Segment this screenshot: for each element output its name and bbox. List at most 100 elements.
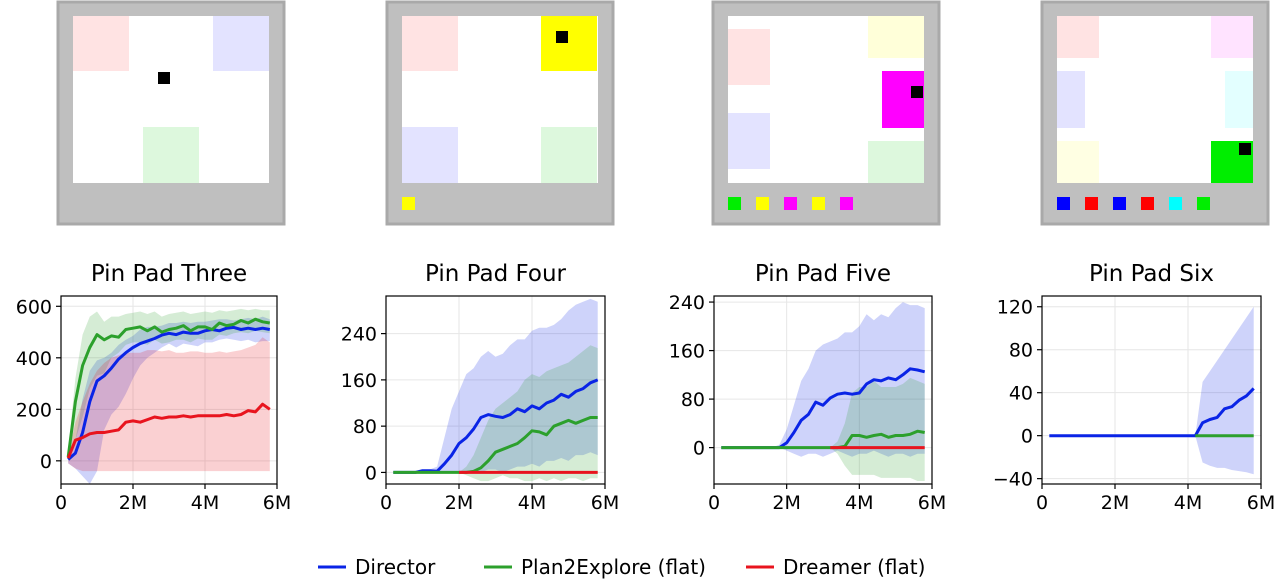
sequence-marker <box>1085 197 1098 210</box>
x-tick-label: 4M <box>191 492 219 514</box>
x-tick-label: 2M <box>1101 492 1129 514</box>
y-tick-label: 80 <box>353 416 377 438</box>
line-plan2explore-flat- <box>66 317 271 458</box>
pad-tile <box>728 29 770 85</box>
line-director <box>1049 387 1255 438</box>
pad-tile <box>143 127 199 183</box>
sequence-marker <box>1057 197 1070 210</box>
x-tick-label: 4M <box>845 492 873 514</box>
sequence-marker <box>756 197 769 210</box>
sequence-marker <box>402 197 415 210</box>
agent-marker <box>1239 143 1251 155</box>
agent-marker <box>158 72 170 84</box>
pad-tile <box>402 16 458 71</box>
x-tick-label: 2M <box>772 492 800 514</box>
band-dreamer-flat- <box>68 337 270 472</box>
band-director <box>393 298 598 473</box>
environment-panels <box>56 0 1270 226</box>
chart-title: Pin Pad Six <box>1089 261 1214 287</box>
pad-tile <box>1225 71 1253 128</box>
pad-tile <box>868 141 924 183</box>
agent-marker <box>556 31 568 43</box>
line-director <box>67 325 271 461</box>
y-tick-label: 600 <box>16 296 52 318</box>
x-tick-label: 4M <box>518 492 546 514</box>
x-tick-label: 6M <box>1247 492 1275 514</box>
chart-title: Pin Pad Five <box>755 261 891 287</box>
data-area <box>721 302 926 481</box>
pad-tile <box>73 16 129 71</box>
y-tick-label: 80 <box>1009 340 1033 362</box>
x-tick-label: 0 <box>55 492 67 514</box>
pad-tile <box>1057 16 1099 58</box>
y-tick-label: 240 <box>669 292 705 314</box>
y-tick-label: 400 <box>16 348 52 370</box>
y-tick-label: 0 <box>365 462 377 484</box>
band-plan2explore-flat- <box>68 308 270 460</box>
env-panel-4 <box>1040 0 1270 226</box>
sequence-marker <box>728 197 741 210</box>
env-panel-2 <box>385 0 615 226</box>
legend-dreamer-label: Dreamer (flat) <box>783 555 925 579</box>
pad-tile <box>1057 71 1085 128</box>
pad-tile <box>213 16 269 71</box>
y-tick-label: 200 <box>16 399 52 421</box>
band-director <box>1049 306 1254 475</box>
agent-marker <box>911 86 923 98</box>
line-plan2explore-flat- <box>721 429 925 450</box>
sequence-marker <box>1113 197 1126 210</box>
chart-1: Pin Pad Three 0 2M 4M 6M 0 200 400 600 <box>16 261 292 514</box>
chart-title: Pin Pad Three <box>91 261 247 287</box>
y-tick-label: 0 <box>1021 426 1033 448</box>
pad-tile <box>402 127 458 183</box>
y-tick-label: 160 <box>669 341 705 363</box>
y-tick-label: 40 <box>1009 383 1033 405</box>
x-tick-label: 2M <box>445 492 473 514</box>
data-area <box>66 308 271 484</box>
y-tick-label: 0 <box>40 451 52 473</box>
pad-tile <box>541 16 597 71</box>
data-area <box>393 298 599 482</box>
x-tick-label: 2M <box>119 492 147 514</box>
axes-frame <box>385 295 606 485</box>
line-plan2explore-flat- <box>393 416 598 474</box>
x-tick-label: 6M <box>918 492 946 514</box>
x-tick-label: 6M <box>263 492 291 514</box>
pad-tile <box>541 127 597 183</box>
env-panel-3 <box>711 0 941 226</box>
x-tick-label: 4M <box>1174 492 1202 514</box>
y-tick-label: 120 <box>997 297 1033 319</box>
pad-tile <box>728 113 770 169</box>
sequence-marker <box>1141 197 1154 210</box>
x-tick-label: 0 <box>708 492 720 514</box>
pad-tile <box>1057 141 1099 183</box>
env-arena <box>73 16 269 183</box>
chart-title: Pin Pad Four <box>425 261 567 287</box>
sequence-marker <box>812 197 825 210</box>
sequence-marker <box>1197 197 1210 210</box>
y-tick-label: 80 <box>681 389 705 411</box>
axes-frame <box>713 295 933 485</box>
sequence-marker <box>1169 197 1182 210</box>
chart-3: Pin Pad Five 0 2M 4M 6M 0 80 160 240 <box>669 261 947 514</box>
legend: Director Plan2Explore (flat) Dreamer (fl… <box>318 555 925 579</box>
band-director <box>721 302 925 457</box>
y-tick-label: 0 <box>693 438 705 460</box>
data-area <box>1049 306 1255 475</box>
band-plan2explore-flat- <box>393 345 598 482</box>
legend-plan2explore-label: Plan2Explore (flat) <box>521 555 706 579</box>
band-plan2explore-flat- <box>721 377 925 481</box>
legend-director-label: Director <box>355 555 436 579</box>
env-panel-1 <box>56 0 286 226</box>
x-tick-label: 0 <box>380 492 392 514</box>
axes-frame <box>60 295 278 485</box>
pad-tile <box>882 71 924 128</box>
pad-tile <box>868 16 924 58</box>
x-tick-label: 0 <box>1036 492 1048 514</box>
pad-tile <box>1211 16 1253 58</box>
line-director <box>393 378 599 474</box>
y-tick-label: 240 <box>341 324 377 346</box>
